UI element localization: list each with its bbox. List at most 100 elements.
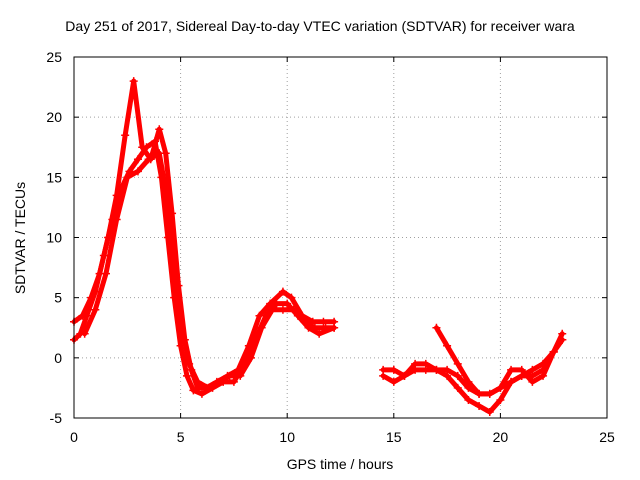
y-tick-label: 5 (54, 290, 62, 306)
data-point (289, 305, 298, 314)
data-point (123, 173, 132, 182)
data-point (330, 323, 339, 332)
tick-layer: 0 5 10 15 20 25 -5 0 5 10 15 20 25 (46, 49, 615, 445)
data-point (528, 371, 537, 380)
x-tick-label: 0 (70, 429, 78, 445)
data-point (283, 299, 292, 308)
data-point (193, 377, 202, 386)
data-point (400, 371, 409, 380)
data-point (549, 347, 558, 356)
data-point (496, 383, 505, 392)
data-point (539, 365, 548, 374)
x-tick-label: 20 (493, 429, 509, 445)
y-tick-label: 10 (46, 230, 62, 246)
data-point (133, 167, 142, 176)
data-point (464, 395, 473, 404)
data-point (379, 365, 388, 374)
x-tick-label: 15 (386, 429, 402, 445)
data-point (464, 377, 473, 386)
chart-title: Day 251 of 2017, Sidereal Day-to-day VTE… (65, 18, 575, 34)
data-point (411, 359, 420, 368)
data-series-track-f (432, 323, 567, 398)
data-point (185, 359, 194, 368)
data-point (485, 407, 494, 416)
data-point (236, 371, 245, 380)
data-point (266, 299, 275, 308)
data-point (244, 341, 253, 350)
y-tick-label: 15 (46, 169, 62, 185)
x-tick-label: 5 (177, 429, 185, 445)
data-point (475, 389, 484, 398)
data-point (101, 269, 110, 278)
data-point (189, 386, 198, 395)
data-point (133, 155, 142, 164)
data-series-track-b (70, 77, 339, 392)
data-point (197, 389, 206, 398)
data-point (234, 365, 243, 374)
data-point (389, 365, 398, 374)
x-tick-label: 10 (279, 429, 295, 445)
series-line (71, 138, 337, 397)
y-tick-label: -5 (50, 410, 63, 426)
data-point (129, 77, 138, 86)
data-point (91, 305, 100, 314)
data-point (168, 245, 177, 254)
data-point (278, 305, 287, 314)
y-tick-label: 25 (46, 49, 62, 65)
data-series-track-c (80, 149, 339, 392)
data-point (287, 293, 296, 302)
data-point (78, 311, 87, 320)
data-point (319, 317, 328, 326)
data-point (268, 305, 277, 314)
series-line (380, 337, 565, 415)
data-point (517, 371, 526, 380)
data-point (112, 215, 121, 224)
data-point (432, 365, 441, 374)
data-point (453, 371, 462, 380)
data-point (507, 365, 516, 374)
data-point (321, 323, 330, 332)
data-point (80, 329, 89, 338)
y-tick-label: 0 (54, 350, 62, 366)
data-layer (70, 77, 567, 416)
data-point (453, 359, 462, 368)
data-point (255, 311, 264, 320)
y-axis-label: SDTVAR / TECUs (12, 181, 28, 295)
data-point (176, 317, 185, 326)
data-point (87, 293, 96, 302)
data-point (485, 389, 494, 398)
data-point (310, 323, 319, 332)
data-point (278, 287, 287, 296)
data-point (443, 341, 452, 350)
y-tick-label: 20 (46, 109, 62, 125)
data-point (155, 125, 164, 134)
data-point (315, 329, 324, 338)
data-point (496, 395, 505, 404)
data-point (112, 191, 121, 200)
data-point (161, 185, 170, 194)
data-point (246, 353, 255, 362)
data-series-track-a (70, 137, 339, 398)
plot-frame (73, 56, 608, 419)
series-line (82, 150, 337, 391)
data-point (421, 359, 430, 368)
data-point (121, 131, 130, 140)
grid-layer (74, 57, 607, 418)
data-point (389, 377, 398, 386)
data-point (475, 401, 484, 410)
data-point (558, 329, 567, 338)
x-tick-label: 25 (599, 429, 615, 445)
data-point (443, 365, 452, 374)
x-axis-label: GPS time / hours (286, 456, 394, 472)
data-point (507, 377, 516, 386)
data-point (257, 323, 266, 332)
data-point (182, 371, 191, 380)
data-point (155, 149, 164, 158)
data-point (453, 383, 462, 392)
data-point (204, 383, 213, 392)
data-point (225, 371, 234, 380)
data-point (300, 317, 309, 326)
data-point (214, 377, 223, 386)
data-point (229, 377, 238, 386)
